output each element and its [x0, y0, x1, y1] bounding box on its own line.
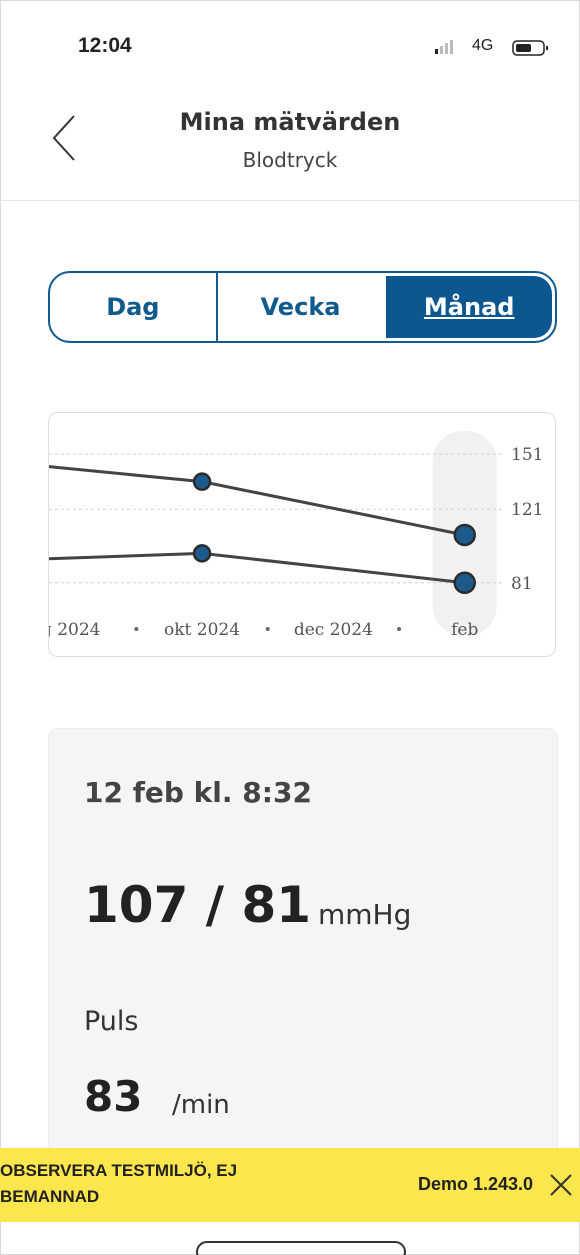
- data-point: [453, 571, 476, 595]
- x-tick-label: feb: [451, 620, 478, 640]
- x-tick-dot: [134, 627, 139, 631]
- reading-pressure: 107 / 81: [84, 876, 312, 934]
- banner-text: OBSERVERA TESTMILJÖ, EJ BEMANNAD: [0, 1161, 238, 1206]
- tabs: Dag Vecka Månad: [48, 271, 557, 343]
- pressure-unit: mmHg: [318, 898, 412, 931]
- header-subtitle: Blodtryck: [242, 148, 338, 172]
- chart: 151 121 81 g 2024 okt 2024 dec 2024 feb: [49, 431, 543, 640]
- status-time: 12:04: [78, 34, 132, 57]
- tab[interactable]: Vecka: [215, 273, 384, 341]
- chart-card: 151 121 81 g 2024 okt 2024 dec 2024 feb: [48, 412, 556, 657]
- back-button[interactable]: [48, 112, 82, 164]
- y-tick-label: 151: [511, 445, 543, 465]
- data-point: [192, 472, 212, 491]
- status-network: 4G: [472, 37, 494, 54]
- y-tick-label: 81: [511, 574, 533, 594]
- pulse-value: 83: [84, 1072, 143, 1121]
- pulse-unit: /min: [172, 1090, 230, 1120]
- home-indicator: [196, 1241, 406, 1255]
- reading-card: [48, 728, 558, 1170]
- x-tick-dot: [265, 627, 270, 631]
- reading-time: 12 feb kl. 8:32: [84, 776, 312, 809]
- data-point: [453, 523, 476, 547]
- tab[interactable]: Månad: [386, 276, 553, 338]
- banner-close[interactable]: [548, 1172, 574, 1198]
- x-tick-label: okt 2024: [164, 620, 240, 640]
- y-tick-label: 121: [511, 500, 543, 520]
- data-point: [192, 544, 212, 563]
- status-icons: [435, 40, 548, 56]
- separator: [0, 200, 580, 201]
- banner-version: Demo 1.243.0: [418, 1174, 534, 1194]
- x-tick-label: dec 2024: [294, 620, 373, 640]
- pulse-label: Puls: [84, 1006, 139, 1037]
- tab[interactable]: Dag: [106, 293, 160, 321]
- x-tick-label: g 2024: [49, 620, 100, 640]
- plot: [49, 465, 476, 595]
- x-tick-dot: [397, 627, 402, 631]
- series-line: [49, 465, 466, 537]
- series-line: [49, 551, 465, 585]
- test-banner: [0, 1148, 580, 1222]
- header-title: Mina mätvärden: [179, 108, 401, 136]
